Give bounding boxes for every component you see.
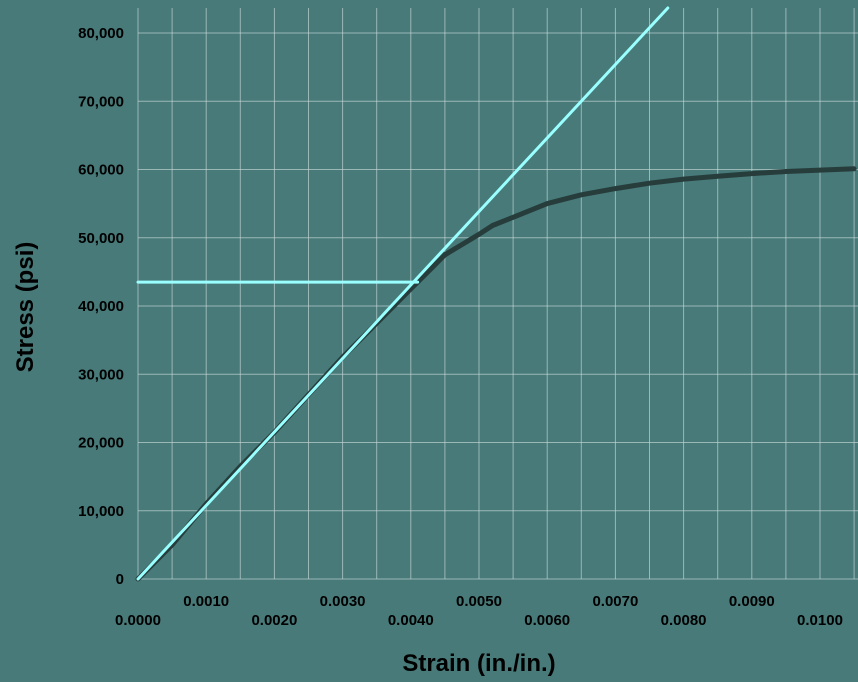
x-tick-label: 0.0000 bbox=[115, 612, 161, 629]
y-tick-label: 20,000 bbox=[78, 435, 124, 452]
x-tick-label: 0.0040 bbox=[388, 612, 434, 629]
y-tick-label: 40,000 bbox=[78, 298, 124, 315]
grid-lines bbox=[137, 8, 858, 580]
y-tick-label: 50,000 bbox=[78, 230, 124, 247]
y-tick-labels: 0 10,000 20,000 30,000 40,000 50,000 60,000 70,… bbox=[78, 25, 124, 588]
x-tick-label: 0.0070 bbox=[592, 593, 638, 610]
x-tick-label: 0.0080 bbox=[661, 612, 707, 629]
y-tick-label: 70,000 bbox=[78, 93, 124, 110]
x-tick-label: 0.0020 bbox=[251, 612, 297, 629]
y-axis-label: Stress (psi) bbox=[12, 242, 39, 373]
y-tick-label: 60,000 bbox=[78, 162, 124, 179]
linear-reference-line bbox=[136, 6, 670, 581]
x-axis-label: Strain (in./in.) bbox=[402, 650, 555, 677]
x-tick-label: 0.0060 bbox=[524, 612, 570, 629]
y-tick-label: 30,000 bbox=[78, 366, 124, 383]
y-tick-label: 10,000 bbox=[78, 503, 124, 520]
y-tick-label: 0 bbox=[116, 571, 124, 588]
y-tick-label: 80,000 bbox=[78, 25, 124, 42]
x-tick-label: 0.0090 bbox=[729, 593, 775, 610]
x-tick-label: 0.0100 bbox=[797, 612, 843, 629]
x-tick-label: 0.0030 bbox=[320, 593, 366, 610]
x-tick-labels: 0.0000 0.0020 0.0040 0.0060 0.0080 0.0100 0.00… bbox=[115, 593, 843, 629]
x-tick-label: 0.0050 bbox=[456, 593, 502, 610]
x-tick-label: 0.0010 bbox=[183, 593, 229, 610]
data-series bbox=[135, 6, 857, 582]
